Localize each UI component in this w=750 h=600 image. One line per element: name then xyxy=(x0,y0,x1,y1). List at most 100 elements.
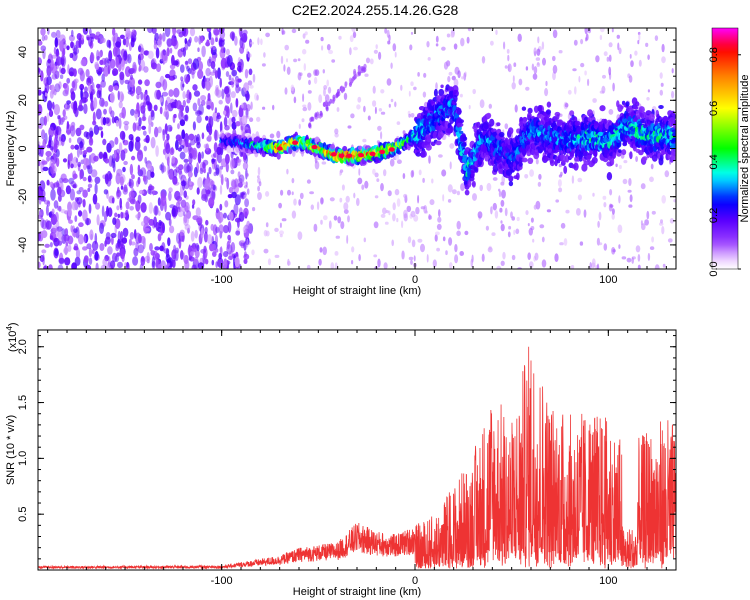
heatmap-blob xyxy=(649,176,654,183)
heatmap-blob xyxy=(135,85,142,96)
heatmap-blob xyxy=(213,28,220,36)
heatmap-blob xyxy=(302,93,305,102)
heatmap-blob xyxy=(68,219,73,224)
heatmap-blob xyxy=(165,211,172,221)
heatmap-blob xyxy=(628,75,633,83)
heatmap-blob xyxy=(196,187,200,195)
heatmap-blob xyxy=(228,74,232,81)
heatmap-blob xyxy=(428,214,431,220)
heatmap-blob xyxy=(118,91,124,103)
heatmap-blob xyxy=(347,125,352,129)
heatmap-blob xyxy=(512,75,515,83)
heatmap-blob xyxy=(435,82,438,91)
heatmap-blob xyxy=(65,185,71,195)
heatmap-blob xyxy=(263,248,269,254)
heatmap-blob xyxy=(213,171,217,177)
heatmap-blob xyxy=(153,205,159,216)
heatmap-blob xyxy=(146,251,150,262)
heatmap-blob xyxy=(547,144,553,150)
heatmap-blob xyxy=(645,42,649,48)
heatmap-blob xyxy=(89,93,93,100)
heatmap-blob xyxy=(185,76,189,85)
heatmap-blob xyxy=(41,249,47,254)
heatmap-blob xyxy=(504,207,508,217)
heatmap-blob xyxy=(627,189,632,193)
heatmap-blob xyxy=(495,29,498,35)
heatmap-blob xyxy=(201,45,206,58)
heatmap-blob xyxy=(130,108,135,116)
heatmap-blob xyxy=(336,107,340,112)
heatmap-blob xyxy=(638,106,645,113)
heatmap-blob xyxy=(335,235,340,239)
heatmap-blob xyxy=(252,73,256,83)
heatmap-blob xyxy=(47,58,51,64)
heatmap-blob xyxy=(382,207,387,215)
heatmap-blob xyxy=(94,35,99,40)
heatmap-blob xyxy=(244,251,247,258)
heatmap-blob xyxy=(466,36,470,44)
heatmap-blob xyxy=(599,35,603,40)
heatmap-blob xyxy=(52,227,59,239)
heatmap-blob xyxy=(38,40,43,46)
heatmap-blob xyxy=(207,58,212,67)
heatmap-blob xyxy=(230,150,234,159)
heatmap-blob xyxy=(408,256,414,261)
heatmap-blob xyxy=(477,211,483,219)
heatmap-blob xyxy=(241,115,247,125)
heatmap-blob xyxy=(112,28,116,37)
heatmap-blob xyxy=(490,40,494,46)
heatmap-blob xyxy=(89,229,94,241)
heatmap-blob xyxy=(118,101,123,109)
heatmap-blob xyxy=(246,93,251,101)
heatmap-blob xyxy=(241,64,244,73)
heatmap-blob xyxy=(66,100,71,105)
heatmap-blob xyxy=(401,220,404,229)
heatmap-blob xyxy=(77,161,82,168)
heatmap-blob xyxy=(654,264,660,269)
heatmap-blob xyxy=(245,91,247,95)
heatmap-blob xyxy=(334,128,339,135)
heatmap-blob xyxy=(302,106,308,112)
heatmap-blob xyxy=(204,78,207,83)
heatmap-blob xyxy=(515,172,520,181)
heatmap-blob xyxy=(320,219,323,225)
heatmap-blob xyxy=(467,179,472,188)
heatmap-blob xyxy=(108,140,115,149)
heatmap-blob xyxy=(119,197,122,209)
heatmap-blob xyxy=(70,125,76,137)
heatmap-blob xyxy=(464,189,470,196)
heatmap-blob xyxy=(658,157,664,166)
heatmap-blob xyxy=(196,110,203,115)
heatmap-blob xyxy=(265,32,270,38)
heatmap-blob xyxy=(499,207,503,213)
heatmap-blob xyxy=(196,141,201,149)
heatmap-blob xyxy=(204,258,209,265)
heatmap-blob xyxy=(153,42,158,50)
heatmap-blob xyxy=(162,49,166,56)
heatmap-blob xyxy=(58,257,65,265)
heatmap-blob xyxy=(577,177,583,183)
heatmap-blob xyxy=(221,88,225,100)
heatmap-blob xyxy=(358,168,361,176)
heatmap-blob xyxy=(445,127,453,134)
heatmap-blob xyxy=(191,147,198,160)
heatmap-blob xyxy=(137,194,142,204)
heatmap-blob xyxy=(183,158,189,163)
heatmap-blob xyxy=(169,147,175,156)
heatmap-blob xyxy=(611,213,615,220)
heatmap-blob xyxy=(272,104,275,111)
heatmap-blob xyxy=(555,199,559,203)
heatmap-blob xyxy=(200,100,206,106)
heatmap-blob xyxy=(591,258,596,268)
heatmap-blob xyxy=(155,145,159,158)
heatmap-blob xyxy=(560,171,563,177)
heatmap-blob xyxy=(122,227,129,238)
heatmap-blob xyxy=(521,106,527,111)
heatmap-blob xyxy=(279,222,282,228)
heatmap-blob xyxy=(125,201,130,210)
heatmap-blob xyxy=(41,129,46,140)
heatmap-blob xyxy=(55,50,60,58)
heatmap-blob xyxy=(134,139,141,152)
heatmap-blob xyxy=(235,121,241,127)
heatmap-blob xyxy=(115,172,121,185)
